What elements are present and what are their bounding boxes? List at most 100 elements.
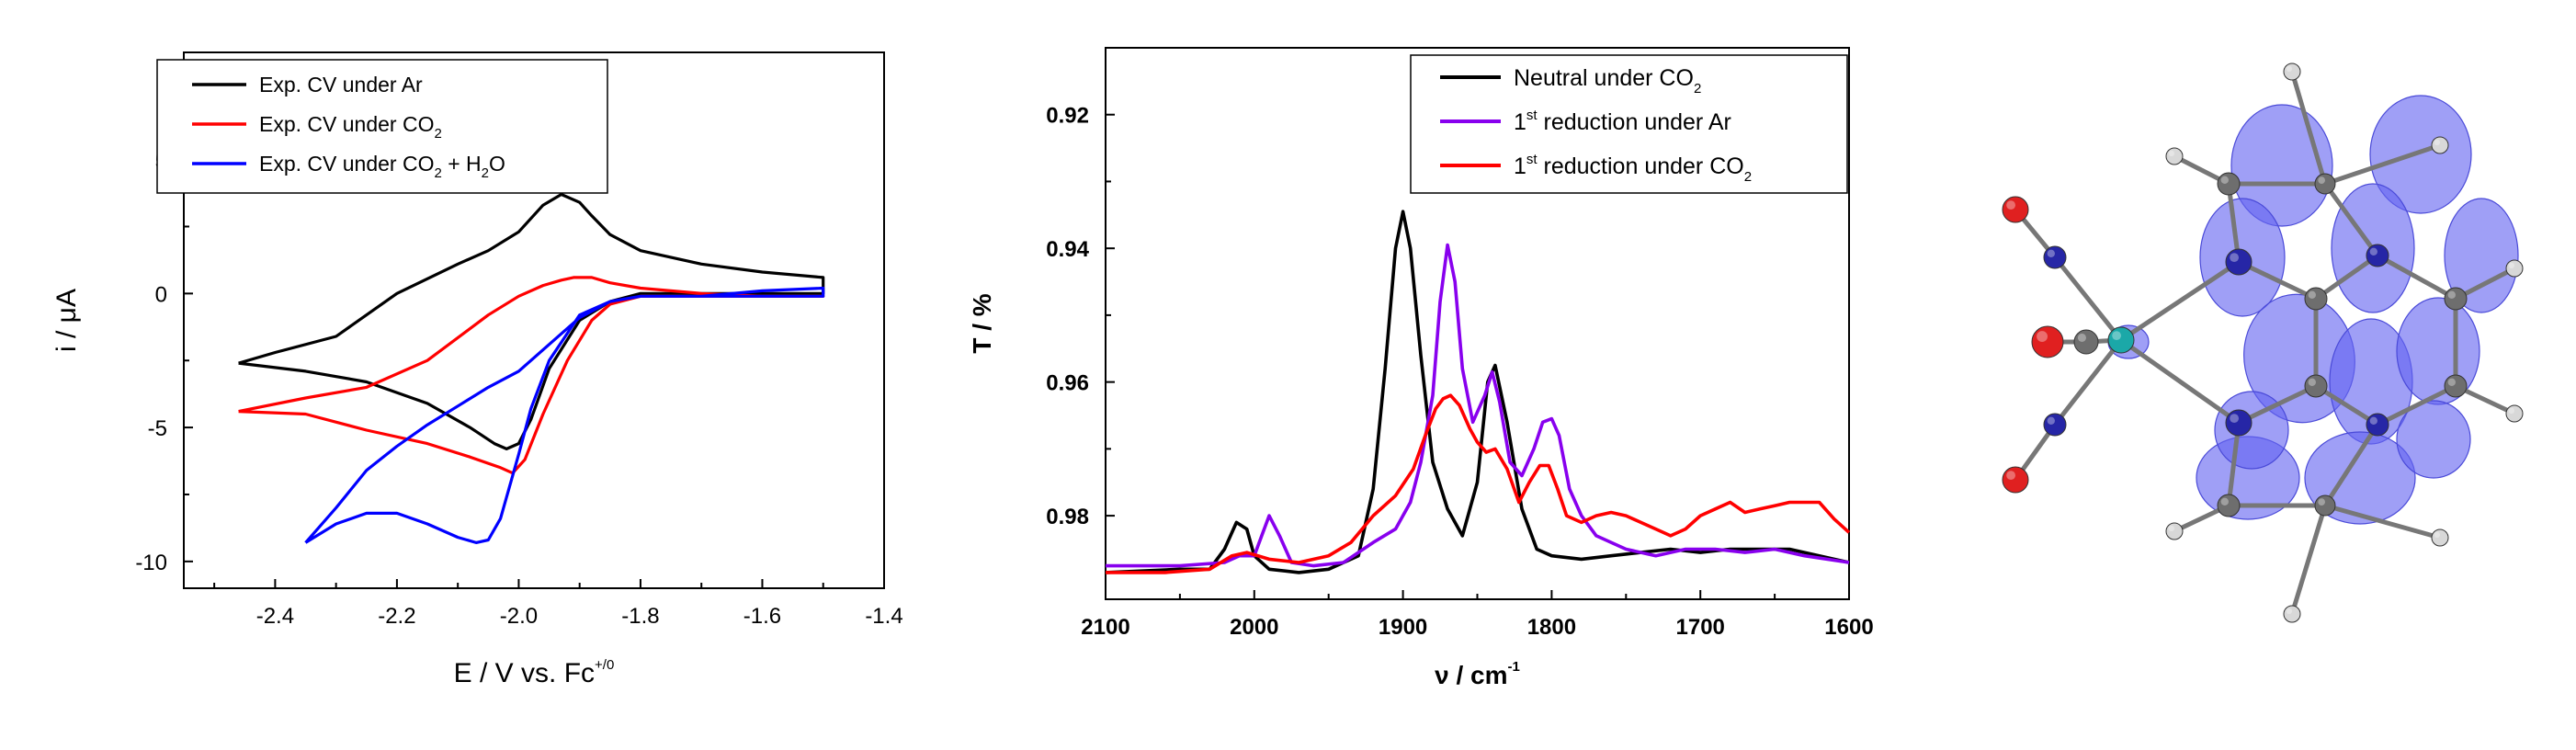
- atom-highlight: [2037, 331, 2048, 342]
- legend-label: Neutral under CO2: [1514, 65, 1701, 97]
- x-tick-label: -2.4: [256, 604, 294, 629]
- bond: [2236, 383, 2319, 426]
- atom-highlight: [2369, 416, 2377, 425]
- plot-frame: [183, 51, 885, 589]
- atom: [2225, 409, 2253, 437]
- x-axis-label: ν / cm-1: [1435, 659, 1520, 689]
- atom: [2217, 172, 2241, 196]
- atom-highlight: [2508, 407, 2515, 414]
- atom-highlight: [2112, 331, 2122, 340]
- bond: [2289, 503, 2328, 617]
- x-tick-label: 1600: [1824, 615, 1873, 640]
- molecular-orbital-illustration: [2002, 62, 2524, 623]
- x-tick-label: -1.6: [743, 604, 781, 629]
- atom-highlight: [2318, 176, 2325, 184]
- x-tick-label: 2000: [1230, 615, 1278, 640]
- x-tick-label: -2.0: [500, 604, 538, 629]
- x-tick-label: -2.2: [378, 604, 415, 629]
- atom: [2431, 528, 2449, 547]
- bond: [2236, 259, 2319, 301]
- legend-label: Exp. CV under CO2: [259, 112, 442, 142]
- bond: [2226, 420, 2241, 508]
- atom: [2225, 248, 2253, 276]
- orbital-lobe: [2396, 400, 2471, 479]
- atom-highlight: [2434, 139, 2441, 146]
- atom: [2304, 287, 2328, 311]
- orbital-lobe: [2369, 95, 2472, 214]
- series-line-2: [1106, 243, 1850, 568]
- atom: [2366, 244, 2389, 267]
- bond: [2322, 503, 2443, 540]
- atom: [2043, 413, 2067, 437]
- atom: [2431, 136, 2449, 154]
- atom-highlight: [2318, 498, 2325, 506]
- atom-highlight: [2447, 378, 2456, 386]
- y-tick-label: 0.94: [1046, 237, 1089, 262]
- atom: [2031, 325, 2064, 358]
- y-axis-label: i / μA: [51, 289, 82, 352]
- series-line-1: [238, 192, 825, 450]
- y-tick-label: 0.96: [1046, 371, 1089, 396]
- atom-highlight: [2308, 290, 2316, 299]
- atom-highlight: [2220, 176, 2229, 184]
- y-tick-label: -10: [135, 551, 167, 575]
- atom-highlight: [2047, 416, 2055, 425]
- atom-highlight: [2286, 65, 2293, 72]
- legend-label: Exp. CV under Ar: [259, 73, 423, 97]
- atom: [2283, 62, 2301, 81]
- atom-highlight: [2230, 253, 2240, 262]
- atom-highlight: [2508, 262, 2515, 268]
- atom: [2314, 173, 2336, 195]
- atom-highlight: [2168, 150, 2175, 157]
- x-tick-label: 1700: [1676, 615, 1725, 640]
- atom: [2165, 147, 2184, 165]
- x-axis-label: E / V vs. Fc+/0: [454, 657, 615, 688]
- atom: [2314, 494, 2336, 517]
- x-tick-label: 1800: [1527, 615, 1576, 640]
- bond: [2289, 69, 2328, 187]
- y-tick-label: 0.92: [1046, 104, 1089, 129]
- atom-highlight: [2077, 333, 2086, 343]
- y-axis-label: T / %: [968, 293, 996, 353]
- bond: [2052, 255, 2124, 343]
- x-tick-label: 2100: [1081, 615, 1129, 640]
- bond: [2322, 142, 2443, 187]
- bond: [2322, 422, 2380, 508]
- orbital-lobe: [2230, 104, 2333, 227]
- atom-highlight: [2230, 414, 2240, 423]
- atom: [2283, 605, 2301, 623]
- bond: [2313, 253, 2380, 301]
- legend-label: 1st reduction under Ar: [1514, 108, 1731, 135]
- series-line-3: [304, 286, 825, 545]
- bond: [2375, 253, 2458, 301]
- bond: [2313, 383, 2380, 427]
- atom-highlight: [2447, 290, 2456, 299]
- cv-chart: -2.4-2.2-2.0-1.8-1.6-1.450-5-10E / V vs.…: [51, 51, 903, 688]
- legend-label: 1st reduction under CO2: [1514, 152, 1752, 185]
- atom: [2366, 413, 2389, 437]
- atom: [2043, 245, 2067, 269]
- atom: [2505, 404, 2524, 423]
- bond: [2052, 337, 2124, 427]
- bond: [2322, 181, 2380, 258]
- atom-highlight: [2220, 497, 2229, 506]
- atom-highlight: [2006, 471, 2016, 480]
- bond: [2118, 259, 2241, 343]
- atom-highlight: [2434, 531, 2441, 538]
- atom-highlight: [2047, 249, 2055, 257]
- y-tick-label: 0: [155, 282, 167, 307]
- orbital-lobe: [2444, 198, 2519, 313]
- atom-highlight: [2168, 525, 2175, 531]
- x-tick-label: -1.8: [621, 604, 659, 629]
- x-tick-label: -1.4: [865, 604, 902, 629]
- atom-highlight: [2006, 200, 2016, 210]
- atom: [2165, 522, 2184, 540]
- atom: [2217, 494, 2241, 517]
- atom: [2505, 259, 2524, 278]
- y-tick-label: -5: [148, 416, 167, 441]
- orbital-lobe: [2396, 297, 2480, 405]
- atom: [2073, 329, 2099, 355]
- legend: Neutral under CO2 1st reduction under Ar 1…: [1410, 54, 1848, 194]
- atom: [2107, 326, 2135, 354]
